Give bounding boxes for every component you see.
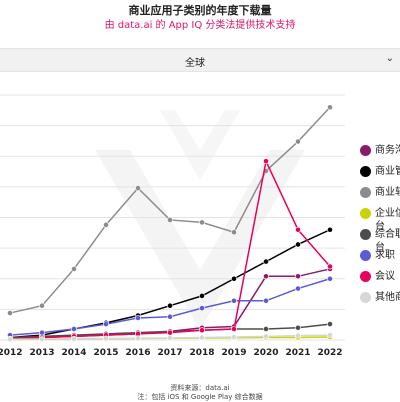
data-point	[167, 313, 173, 320]
data-point	[7, 310, 13, 316]
chart-subtitle: 由 data.ai 的 App IQ 分类法提供技术支持	[104, 20, 296, 31]
data-point	[231, 334, 237, 340]
data-point	[295, 226, 301, 233]
data-point	[199, 219, 205, 226]
data-point	[167, 302, 173, 309]
legend-swatch	[360, 250, 371, 261]
data-point	[263, 326, 269, 332]
data-point	[71, 326, 77, 332]
legend-swatch	[360, 292, 371, 303]
data-point	[71, 266, 77, 272]
legend-label[interactable]: 会议	[375, 271, 395, 282]
data-point	[295, 273, 301, 280]
data-point	[135, 185, 141, 191]
x-tick-label: 2020	[253, 348, 278, 358]
region-select-value: 全球	[185, 58, 205, 69]
data-point	[103, 221, 109, 228]
x-tick-label: 2015	[93, 348, 118, 358]
data-point	[167, 329, 173, 336]
x-tick-label: 2021	[285, 348, 310, 358]
data-point	[71, 335, 77, 342]
legend-label[interactable]: 综合职 台	[375, 229, 400, 253]
legend-label[interactable]: 求职	[375, 250, 395, 261]
data-point	[167, 217, 173, 223]
data-point	[39, 302, 45, 309]
data-point	[295, 332, 301, 339]
data-point	[167, 335, 173, 341]
footer-source: 资料来源：data.ai	[170, 384, 230, 392]
data-point	[295, 285, 301, 292]
legend-swatch	[360, 271, 371, 282]
data-point	[327, 332, 333, 338]
data-point	[231, 275, 237, 282]
data-point	[263, 297, 269, 304]
data-point	[327, 104, 333, 111]
data-point	[199, 327, 205, 334]
data-point	[103, 321, 109, 327]
data-point	[135, 315, 141, 321]
data-point	[135, 335, 141, 342]
x-tick-label: 2013	[29, 348, 54, 358]
legend-swatch	[360, 229, 371, 240]
series-line	[9, 106, 331, 314]
legend-label[interactable]: 商业管	[375, 166, 400, 177]
data-point	[231, 229, 237, 236]
x-tick-label: 2016	[125, 348, 150, 358]
data-point	[103, 335, 109, 342]
data-point	[295, 324, 301, 331]
watermark-chevron-small	[160, 110, 240, 180]
legend-swatch	[360, 166, 371, 177]
data-point	[263, 158, 269, 165]
legend-label[interactable]: 商务沟	[375, 145, 400, 156]
x-tick-label: 2019	[221, 348, 246, 358]
data-point	[231, 326, 237, 332]
x-tick-label: 2017	[157, 348, 182, 358]
legend-label[interactable]: 商业软	[375, 187, 400, 198]
footer-note: 注：包括 iOS 和 Google Play 综合数据	[137, 393, 263, 401]
data-point	[295, 241, 301, 248]
x-tick-label: 2022	[317, 348, 342, 358]
watermark-chevron	[95, 150, 305, 330]
region-select[interactable]: 全球 ⌄	[0, 48, 400, 72]
data-point	[327, 226, 333, 233]
data-point	[199, 305, 205, 312]
data-point	[263, 333, 269, 340]
data-point	[295, 138, 301, 145]
data-point	[327, 275, 333, 282]
data-point	[263, 273, 269, 280]
legend-label[interactable]: 企业信 台	[375, 208, 400, 232]
data-point	[327, 263, 333, 270]
data-point	[327, 321, 333, 327]
legend-label[interactable]: 其他商	[375, 292, 400, 303]
chart-title: 商业应用子类别的年度下载量	[128, 4, 272, 17]
chevron-down-icon: ⌄	[385, 53, 394, 64]
data-point	[231, 297, 237, 304]
legend-swatch	[360, 187, 371, 198]
legend-swatch	[360, 145, 371, 156]
data-point	[199, 292, 205, 299]
data-point	[199, 334, 205, 341]
x-tick-label: 2018	[189, 348, 214, 358]
legend-swatch	[360, 208, 371, 219]
data-point	[7, 336, 13, 343]
data-point	[39, 329, 45, 336]
x-tick-label: 2014	[61, 348, 86, 358]
x-tick-label: 2012	[0, 348, 23, 358]
data-point	[263, 258, 269, 265]
data-point	[39, 336, 45, 342]
